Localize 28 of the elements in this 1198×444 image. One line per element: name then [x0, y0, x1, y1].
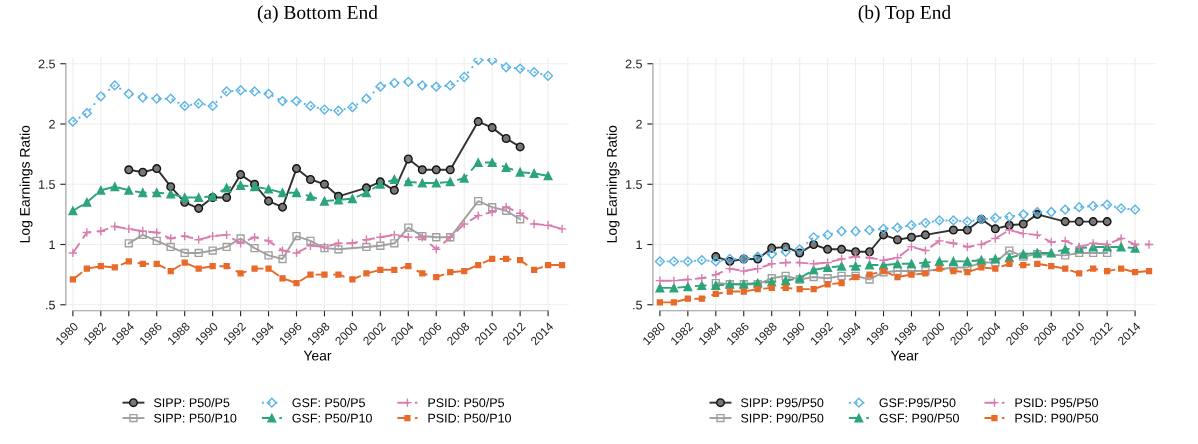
legend-label: GSF:P95/P50	[879, 397, 956, 408]
legend-label: GSF: P50/P5	[292, 397, 365, 408]
y-tick-label: .5	[46, 300, 55, 310]
y-tick-label: 2	[49, 119, 55, 129]
y-tick-label: 1	[49, 240, 55, 250]
legend-label: PSID: P50/P10	[428, 413, 512, 423]
legend-label: PSID: P95/P50	[1015, 397, 1099, 408]
y-axis-title: Log Earnings Ratio	[19, 125, 33, 243]
chart-title: (b) Top End	[858, 5, 951, 23]
legend-label: PSID: P90/P50	[1015, 413, 1099, 423]
y-tick-label: .5	[633, 300, 642, 310]
y-tick-label: 1.5	[626, 180, 642, 189]
y-tick-label: 1	[636, 240, 642, 250]
chart-title: (a) Bottom End	[257, 5, 378, 23]
legend-label: GSF: P90/P50	[879, 413, 959, 423]
x-axis-title: Year	[303, 350, 332, 361]
legend-label: SIPP: P95/P50	[741, 397, 824, 408]
legend-label: GSF: P50/P10	[292, 413, 372, 423]
y-tick-label: 2	[636, 119, 642, 129]
y-axis-title: Log Earnings Ratio	[606, 125, 620, 243]
legend-label: SIPP: P50/P10	[154, 413, 237, 423]
y-tick-label: 2.5	[38, 59, 55, 69]
legend-label: SIPP: P90/P50	[741, 413, 824, 423]
x-axis-title: Year	[890, 350, 919, 361]
legend-label: SIPP: P50/P5	[154, 397, 230, 408]
legend-label: PSID: P50/P5	[428, 397, 505, 408]
y-tick-label: 2.5	[625, 59, 642, 69]
y-tick-label: 1.5	[39, 180, 55, 189]
